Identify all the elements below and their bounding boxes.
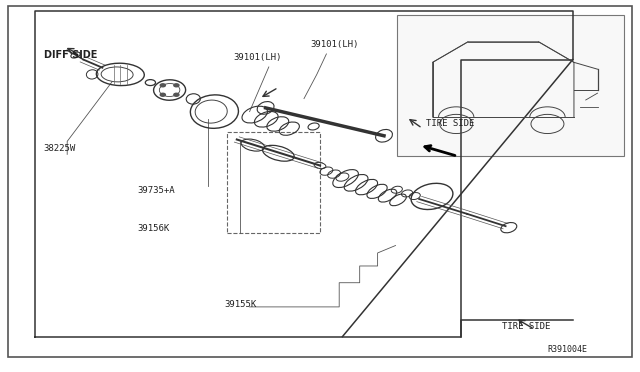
Text: 39156K: 39156K [138, 224, 170, 232]
Circle shape [174, 84, 179, 87]
Text: TIRE SIDE: TIRE SIDE [426, 119, 474, 128]
Circle shape [174, 93, 179, 96]
Bar [397, 15, 624, 156]
Text: 39735+A: 39735+A [138, 186, 175, 195]
Text: TIRE SIDE: TIRE SIDE [502, 322, 551, 331]
Text: 39101(LH): 39101(LH) [310, 39, 359, 48]
Circle shape [160, 84, 165, 87]
Text: 38225W: 38225W [44, 144, 76, 153]
Text: DIFF SIDE: DIFF SIDE [44, 49, 97, 60]
Text: 39155K: 39155K [224, 300, 256, 309]
Text: 39101(LH): 39101(LH) [234, 52, 282, 61]
Text: R391004E: R391004E [547, 344, 588, 353]
Circle shape [160, 93, 165, 96]
Bar [227, 132, 320, 232]
